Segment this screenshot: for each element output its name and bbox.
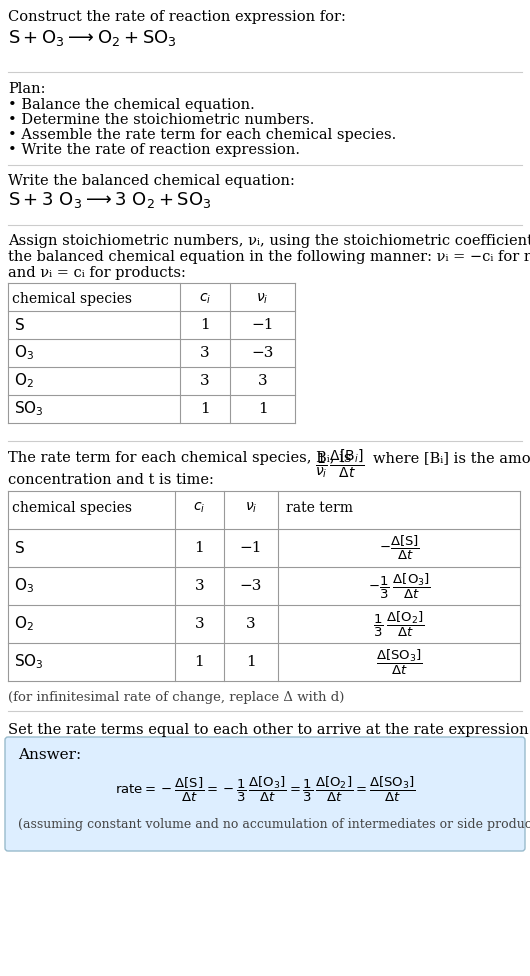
Text: (for infinitesimal rate of change, replace Δ with d): (for infinitesimal rate of change, repla… bbox=[8, 691, 344, 704]
Text: $-\dfrac{\Delta[\mathrm{S}]}{\Delta t}$: $-\dfrac{\Delta[\mathrm{S}]}{\Delta t}$ bbox=[378, 534, 419, 562]
Text: $\nu_i$: $\nu_i$ bbox=[257, 292, 269, 306]
Text: Plan:: Plan: bbox=[8, 82, 46, 96]
Text: $\mathrm{SO_3}$: $\mathrm{SO_3}$ bbox=[14, 399, 43, 419]
Text: $c_i$: $c_i$ bbox=[199, 292, 211, 306]
Text: the balanced chemical equation in the following manner: νᵢ = −cᵢ for reactants: the balanced chemical equation in the fo… bbox=[8, 250, 530, 264]
Text: 3: 3 bbox=[258, 374, 267, 388]
Text: $\mathrm{O_3}$: $\mathrm{O_3}$ bbox=[14, 344, 34, 362]
Text: 1: 1 bbox=[200, 402, 210, 416]
Text: $c_i$: $c_i$ bbox=[193, 501, 206, 515]
Text: $\mathrm{rate} = -\dfrac{\Delta[\mathrm{S}]}{\Delta t} = -\dfrac{1}{3}\,\dfrac{\: $\mathrm{rate} = -\dfrac{\Delta[\mathrm{… bbox=[114, 775, 416, 804]
Text: rate term: rate term bbox=[286, 501, 353, 515]
Text: • Write the rate of reaction expression.: • Write the rate of reaction expression. bbox=[8, 143, 300, 157]
Text: $\mathrm{O_2}$: $\mathrm{O_2}$ bbox=[14, 372, 34, 390]
Text: and νᵢ = cᵢ for products:: and νᵢ = cᵢ for products: bbox=[8, 266, 186, 280]
Text: 3: 3 bbox=[195, 617, 204, 631]
Text: $\dfrac{\Delta[\mathrm{SO_3}]}{\Delta t}$: $\dfrac{\Delta[\mathrm{SO_3}]}{\Delta t}… bbox=[376, 647, 422, 676]
Text: 1: 1 bbox=[258, 402, 267, 416]
Text: • Assemble the rate term for each chemical species.: • Assemble the rate term for each chemic… bbox=[8, 128, 396, 142]
FancyBboxPatch shape bbox=[5, 737, 525, 851]
Text: 3: 3 bbox=[200, 346, 210, 360]
Text: $-\dfrac{1}{3}\;\dfrac{\Delta[\mathrm{O_3}]}{\Delta t}$: $-\dfrac{1}{3}\;\dfrac{\Delta[\mathrm{O_… bbox=[367, 571, 430, 600]
Text: 3: 3 bbox=[246, 617, 256, 631]
Text: $\mathrm{S}$: $\mathrm{S}$ bbox=[14, 540, 25, 556]
Text: −1: −1 bbox=[240, 541, 262, 555]
Text: $\mathrm{S}$: $\mathrm{S}$ bbox=[14, 317, 25, 333]
Text: chemical species: chemical species bbox=[12, 292, 132, 306]
Text: $\mathrm{S + O_3 \longrightarrow O_2 + SO_3}$: $\mathrm{S + O_3 \longrightarrow O_2 + S… bbox=[8, 28, 177, 48]
Text: Construct the rate of reaction expression for:: Construct the rate of reaction expressio… bbox=[8, 10, 346, 24]
Text: $\mathrm{O_2}$: $\mathrm{O_2}$ bbox=[14, 615, 34, 633]
Text: Set the rate terms equal to each other to arrive at the rate expression:: Set the rate terms equal to each other t… bbox=[8, 723, 530, 737]
Text: chemical species: chemical species bbox=[12, 501, 132, 515]
Text: (assuming constant volume and no accumulation of intermediates or side products): (assuming constant volume and no accumul… bbox=[18, 818, 530, 831]
Text: Assign stoichiometric numbers, νᵢ, using the stoichiometric coefficients, cᵢ, fr: Assign stoichiometric numbers, νᵢ, using… bbox=[8, 234, 530, 248]
Text: $\dfrac{1}{\nu_i}\,\dfrac{\Delta[\mathrm{B}_i]}{\Delta t}$: $\dfrac{1}{\nu_i}\,\dfrac{\Delta[\mathrm… bbox=[315, 447, 365, 480]
Text: • Balance the chemical equation.: • Balance the chemical equation. bbox=[8, 98, 255, 112]
Text: 1: 1 bbox=[195, 541, 205, 555]
Text: −1: −1 bbox=[251, 318, 274, 332]
Text: −3: −3 bbox=[240, 579, 262, 593]
Text: $\dfrac{1}{3}\;\dfrac{\Delta[\mathrm{O_2}]}{\Delta t}$: $\dfrac{1}{3}\;\dfrac{\Delta[\mathrm{O_2… bbox=[373, 609, 425, 638]
Text: • Determine the stoichiometric numbers.: • Determine the stoichiometric numbers. bbox=[8, 113, 314, 127]
Text: The rate term for each chemical species, Bᵢ, is: The rate term for each chemical species,… bbox=[8, 451, 351, 465]
Text: where [Bᵢ] is the amount: where [Bᵢ] is the amount bbox=[373, 451, 530, 465]
Text: $\mathrm{SO_3}$: $\mathrm{SO_3}$ bbox=[14, 653, 43, 671]
Text: 3: 3 bbox=[200, 374, 210, 388]
Text: $\mathrm{S + 3\ O_3 \longrightarrow 3\ O_2 + SO_3}$: $\mathrm{S + 3\ O_3 \longrightarrow 3\ O… bbox=[8, 190, 211, 210]
Text: 1: 1 bbox=[200, 318, 210, 332]
Text: 1: 1 bbox=[246, 655, 256, 669]
Text: $\nu_i$: $\nu_i$ bbox=[245, 501, 257, 515]
Text: Answer:: Answer: bbox=[18, 748, 81, 762]
Text: −3: −3 bbox=[251, 346, 273, 360]
Text: 3: 3 bbox=[195, 579, 204, 593]
Text: Write the balanced chemical equation:: Write the balanced chemical equation: bbox=[8, 174, 295, 188]
Text: $\mathrm{O_3}$: $\mathrm{O_3}$ bbox=[14, 577, 34, 595]
Text: 1: 1 bbox=[195, 655, 205, 669]
Text: concentration and t is time:: concentration and t is time: bbox=[8, 473, 214, 487]
